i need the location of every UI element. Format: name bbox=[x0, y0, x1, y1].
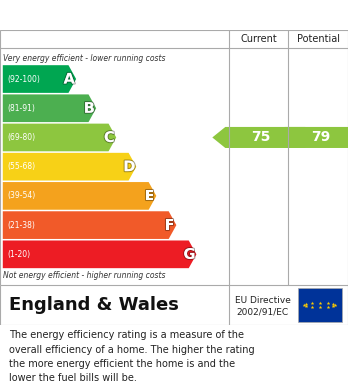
Text: G: G bbox=[183, 247, 196, 262]
Text: B: B bbox=[84, 101, 95, 116]
Polygon shape bbox=[3, 65, 76, 93]
Text: (92-100): (92-100) bbox=[7, 75, 40, 84]
Polygon shape bbox=[3, 94, 96, 122]
Text: 2002/91/EC: 2002/91/EC bbox=[237, 308, 289, 317]
Polygon shape bbox=[3, 240, 196, 268]
Polygon shape bbox=[3, 153, 136, 181]
Polygon shape bbox=[3, 124, 116, 151]
Text: F: F bbox=[165, 218, 174, 233]
Text: C: C bbox=[104, 130, 115, 145]
Text: England & Wales: England & Wales bbox=[9, 296, 179, 314]
Text: Very energy efficient - lower running costs: Very energy efficient - lower running co… bbox=[3, 54, 165, 63]
Text: Energy Efficiency Rating: Energy Efficiency Rating bbox=[9, 7, 238, 25]
Text: D: D bbox=[123, 159, 135, 174]
Text: Current: Current bbox=[240, 34, 277, 44]
Polygon shape bbox=[272, 127, 348, 148]
Text: (69-80): (69-80) bbox=[7, 133, 35, 142]
Text: (21-38): (21-38) bbox=[7, 221, 35, 230]
Text: Not energy efficient - higher running costs: Not energy efficient - higher running co… bbox=[3, 271, 165, 280]
Text: (81-91): (81-91) bbox=[7, 104, 35, 113]
Text: 79: 79 bbox=[311, 131, 330, 144]
Text: Potential: Potential bbox=[297, 34, 340, 44]
Text: (55-68): (55-68) bbox=[7, 162, 35, 171]
Polygon shape bbox=[212, 127, 305, 148]
Text: 75: 75 bbox=[251, 131, 271, 144]
Bar bbox=[298, 288, 342, 322]
Polygon shape bbox=[3, 182, 156, 210]
Text: EU Directive: EU Directive bbox=[235, 296, 291, 305]
Text: A: A bbox=[64, 72, 75, 86]
Text: (1-20): (1-20) bbox=[7, 250, 30, 259]
Polygon shape bbox=[3, 211, 176, 239]
Text: The energy efficiency rating is a measure of the
overall efficiency of a home. T: The energy efficiency rating is a measur… bbox=[9, 330, 254, 384]
Text: E: E bbox=[144, 188, 155, 203]
Text: (39-54): (39-54) bbox=[7, 192, 35, 201]
